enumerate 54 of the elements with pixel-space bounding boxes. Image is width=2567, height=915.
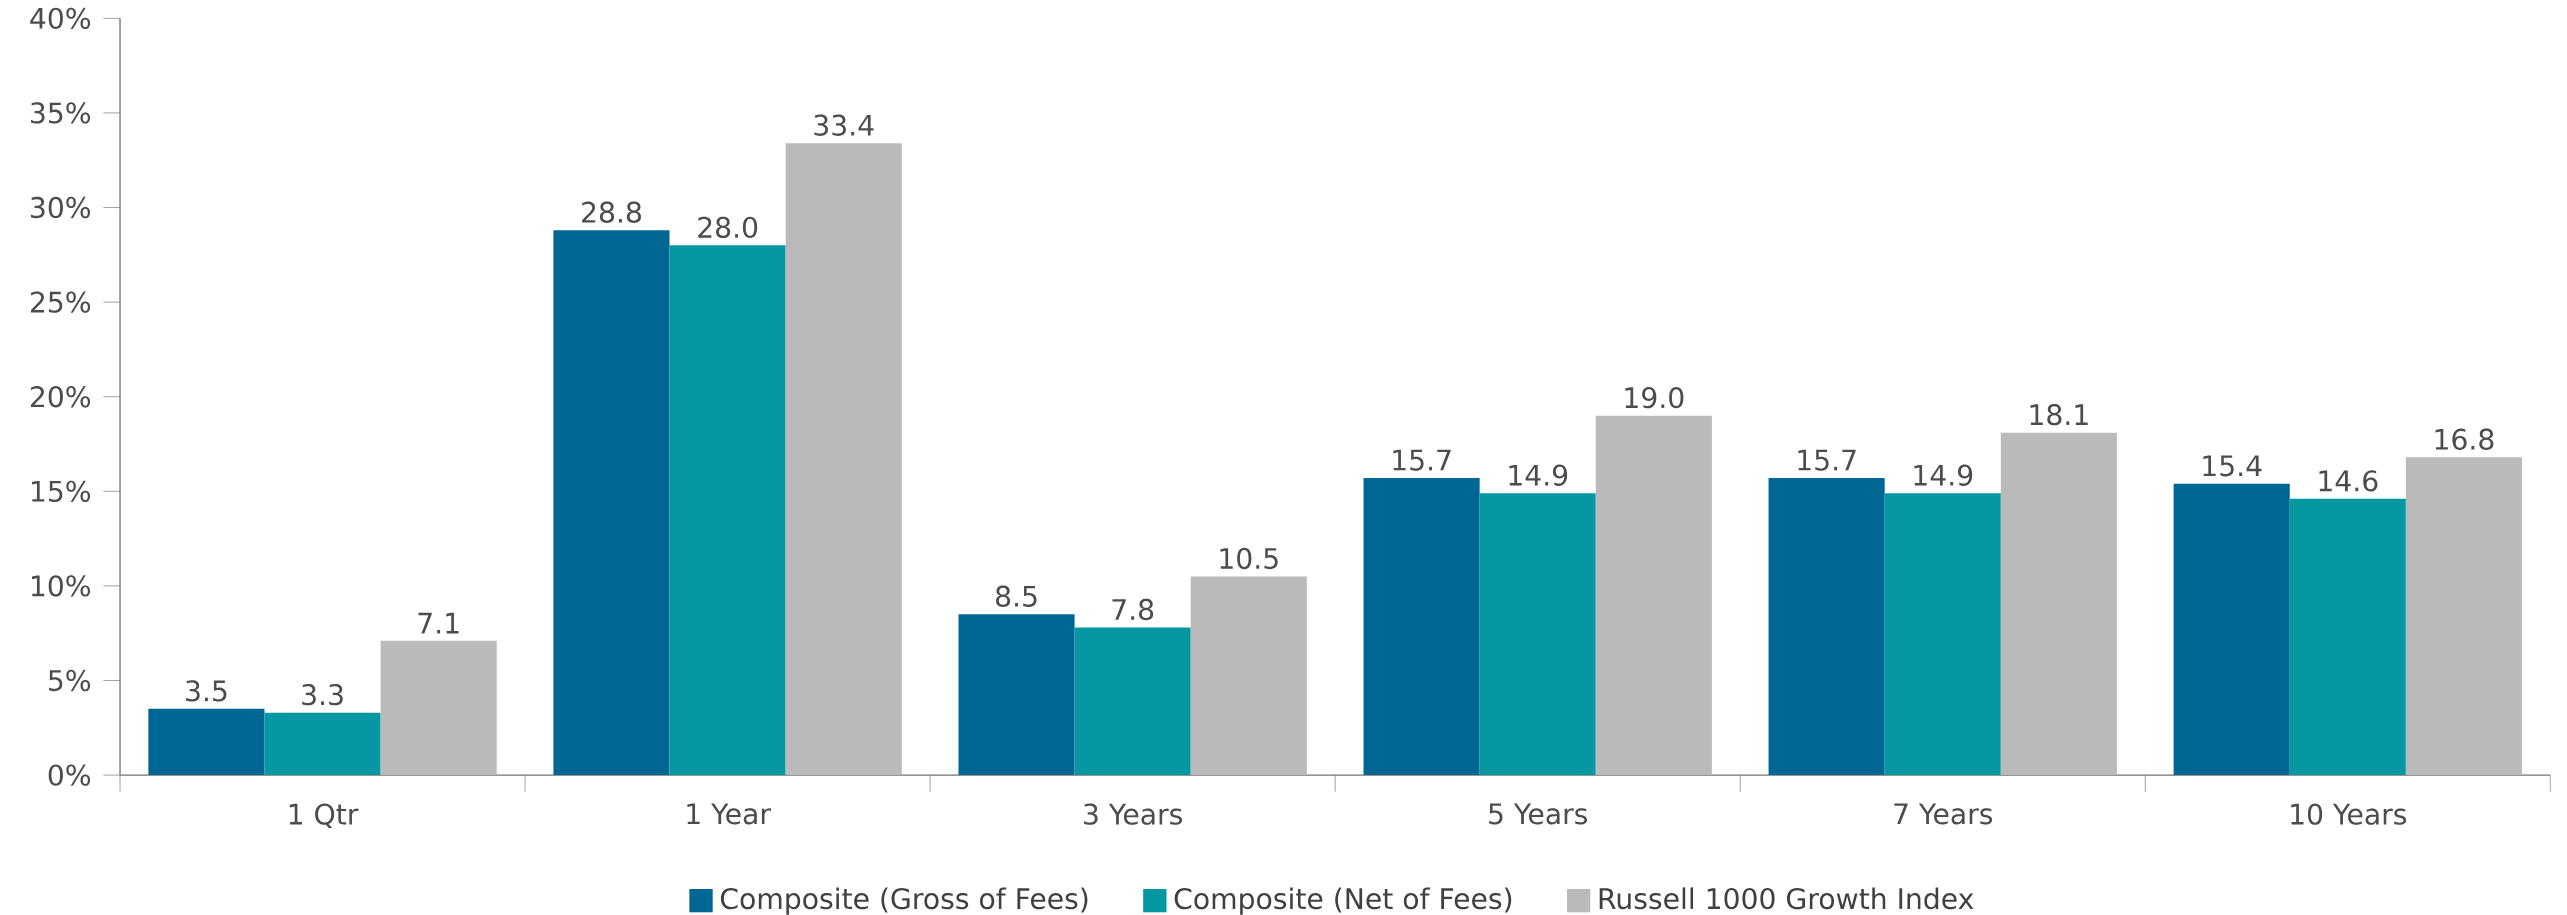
bar bbox=[669, 245, 786, 776]
data-label: 16.8 bbox=[2435, 428, 2494, 450]
bar bbox=[2000, 432, 2117, 776]
y-tick-label: 35% bbox=[31, 102, 91, 124]
data-label: 3.5 bbox=[186, 680, 227, 702]
legend-label: Russell 1000 Growth Index bbox=[1599, 887, 1974, 910]
bar bbox=[553, 230, 670, 776]
bar bbox=[2405, 457, 2522, 776]
data-label: 14.9 bbox=[1914, 464, 1973, 486]
x-tick-label: 10 Years bbox=[2291, 803, 2407, 825]
bar bbox=[1074, 627, 1191, 776]
bar bbox=[1190, 576, 1307, 776]
data-label: 15.7 bbox=[1393, 449, 1451, 471]
y-tick-label: 25% bbox=[30, 291, 91, 313]
data-label: 15.4 bbox=[2203, 455, 2262, 477]
bar bbox=[264, 712, 381, 776]
x-tick-label: 1 Year bbox=[687, 803, 771, 825]
x-tick-label: 1 Qtr bbox=[289, 803, 359, 829]
data-label: 18.1 bbox=[2030, 403, 2088, 426]
data-label: 3.3 bbox=[302, 683, 343, 706]
data-label: 14.9 bbox=[1509, 464, 1568, 486]
bar bbox=[1884, 493, 2001, 776]
bar bbox=[148, 708, 265, 776]
y-tick-label: 10% bbox=[32, 575, 91, 597]
data-label: 28.8 bbox=[582, 201, 641, 223]
data-label: 28.0 bbox=[698, 216, 758, 238]
data-label: 10.5 bbox=[1220, 547, 1278, 570]
x-tick-label: 5 Years bbox=[1489, 803, 1588, 825]
legend-label: Composite (Gross of Fees) bbox=[720, 887, 1088, 915]
data-label: 33.4 bbox=[814, 114, 874, 136]
y-tick-label: 0% bbox=[48, 764, 91, 786]
x-tick-label: 3 Years bbox=[1084, 803, 1182, 825]
bar bbox=[2173, 483, 2290, 776]
data-label: 15.7 bbox=[1798, 449, 1856, 471]
x-tick-label: 7 Years bbox=[1894, 803, 1993, 825]
bar bbox=[2289, 498, 2406, 776]
bar bbox=[958, 614, 1075, 776]
y-tick-label: 30% bbox=[31, 196, 91, 219]
data-label: 7.8 bbox=[1112, 598, 1154, 621]
legend-label: Composite (Net of Fees) bbox=[1174, 887, 1512, 915]
y-tick-label: 15% bbox=[32, 480, 91, 502]
data-label: 7.1 bbox=[418, 612, 459, 634]
bar bbox=[1595, 415, 1712, 776]
y-tick-label: 20% bbox=[30, 386, 91, 408]
data-label: 14.6 bbox=[2319, 470, 2378, 492]
y-tick-label: 40% bbox=[30, 7, 91, 29]
bar bbox=[1768, 478, 1885, 776]
bar bbox=[785, 143, 902, 776]
bar bbox=[1479, 493, 1596, 776]
data-label: 8.5 bbox=[996, 585, 1037, 607]
y-tick-label: 5% bbox=[49, 669, 91, 692]
bar bbox=[380, 640, 497, 776]
bar bbox=[1363, 478, 1480, 776]
data-label: 19.0 bbox=[1625, 386, 1684, 409]
